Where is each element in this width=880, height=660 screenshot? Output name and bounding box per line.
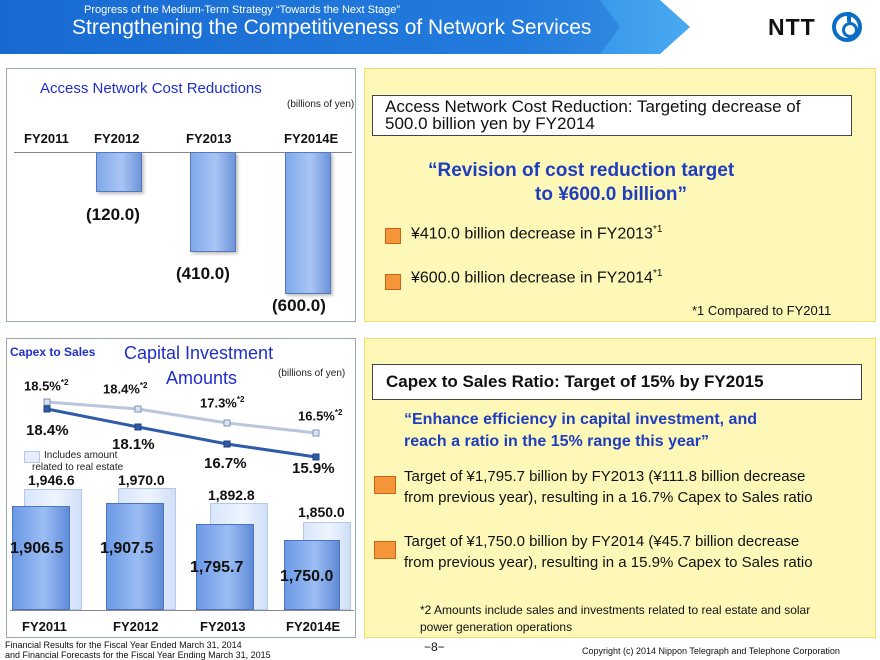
year-label: FY2011	[24, 131, 69, 146]
capex-incl-amount: 1,892.8	[208, 487, 255, 503]
capex-chart-panel	[6, 338, 356, 638]
legend-swatch-icon	[24, 451, 40, 463]
capex-bar-fy2012	[106, 503, 164, 610]
header-banner	[0, 0, 690, 54]
legend-text: Includes amount related to real estate	[32, 450, 124, 473]
ratio-label: 18.4%	[26, 422, 69, 439]
cost-bar-fy2012	[96, 152, 142, 192]
page-number: −8−	[424, 640, 445, 654]
capex-amount: 1,795.7	[190, 559, 244, 576]
copyright: Copyright (c) 2014 Nippon Telegraph and …	[582, 646, 840, 656]
bullet-icon	[374, 476, 396, 494]
capex-bullet-2-line-1: Target of ¥1,750.0 billion by FY2014 (¥4…	[404, 533, 800, 550]
capex-bar-fy2014	[284, 540, 340, 610]
year-label: FY2012	[94, 131, 140, 146]
ratio-incl-label: 17.3%*2	[200, 395, 245, 411]
capex-amount: 1,907.5	[100, 540, 154, 557]
cost-bullet-1: ¥410.0 billion decrease in FY2013*1	[411, 224, 663, 243]
header-subtitle: Progress of the Medium-Term Strategy “To…	[84, 4, 401, 16]
cost-reduction-chart-title: Access Network Cost Reductions	[40, 80, 262, 97]
ratio-label: 18.1%	[112, 436, 155, 453]
revision-line-1: “Revision of cost reduction target	[428, 160, 735, 181]
cost-reduction-unit: (billions of yen)	[287, 99, 355, 110]
cost-target-box	[372, 95, 852, 136]
capex-to-sales-label: Capex to Sales	[10, 345, 96, 359]
capex-incl-amount: 1,850.0	[298, 504, 345, 520]
cost-value-label: (600.0)	[272, 296, 326, 315]
year-label: FY2013	[186, 131, 232, 146]
enhance-line-1: “Enhance efficiency in capital investmen…	[404, 411, 757, 428]
footer-left-1: Financial Results for the Fiscal Year En…	[5, 640, 242, 650]
logo-text: NTT	[768, 14, 816, 40]
ratio-incl-label: 18.4%*2	[103, 381, 148, 397]
cost-value-label: (120.0)	[86, 205, 140, 224]
bullet-icon	[385, 228, 401, 244]
capex-footnote-1: *2 Amounts include sales and investments…	[420, 603, 811, 617]
capex-bullet-2-line-2: from previous year), resulting in a 15.9…	[404, 554, 813, 571]
cost-value-label: (410.0)	[176, 264, 230, 283]
enhance-line-2: reach a ratio in the 15% range this year…	[404, 433, 710, 450]
cost-bullet-2: ¥600.0 billion decrease in FY2014*1	[411, 268, 663, 287]
cost-target-box-title: Access Network Cost Reduction: Targeting…	[385, 97, 801, 133]
capex-bar-fy2011	[12, 506, 70, 610]
capex-target-box-title: Capex to Sales Ratio: Target of 15% by F…	[386, 372, 764, 391]
capex-bullet-1-line-1: Target of ¥1,795.7 billion by FY2013 (¥1…	[404, 468, 806, 485]
cost-bar-fy2014	[285, 152, 331, 294]
year-label: FY2014E	[286, 619, 341, 634]
page-title: Strengthening the Competitiveness of Net…	[72, 16, 592, 39]
capex-chart-title-1: Capital Investment	[124, 343, 274, 363]
cost-reduction-chart-panel	[6, 68, 356, 322]
ratio-incl-label: 16.5%*2	[298, 408, 343, 424]
ntt-logo-icon	[832, 12, 862, 42]
capex-target-box	[372, 364, 862, 400]
year-label: FY2013	[200, 619, 246, 634]
capex-amount: 1,750.0	[280, 568, 334, 585]
revision-line-2: to ¥600.0 billion”	[535, 184, 688, 205]
bullet-icon	[374, 541, 396, 559]
footer-left-2: and Financial Forecasts for the Fiscal Y…	[5, 650, 271, 660]
capex-unit: (billions of yen)	[278, 368, 346, 379]
axis-line	[14, 152, 352, 153]
capex-incl-amount: 1,970.0	[118, 472, 165, 488]
ratio-label: 16.7%	[204, 455, 247, 472]
ratio-incl-label: 18.5%*2	[24, 378, 69, 394]
capex-axis-line	[10, 610, 354, 611]
year-label: FY2014E	[284, 131, 339, 146]
bullet-icon	[385, 274, 401, 290]
capex-chart-title-2: Amounts	[166, 368, 238, 388]
year-label: FY2012	[113, 619, 159, 634]
capex-footnote-2: power generation operations	[420, 620, 573, 634]
cost-bar-fy2013	[190, 152, 236, 252]
ratio-label: 15.9%	[292, 460, 335, 477]
capex-bar-fy2013	[196, 524, 254, 610]
capex-incl-amount: 1,946.6	[28, 472, 75, 488]
capex-amount: 1,906.5	[10, 540, 64, 557]
capex-ratio-lines	[43, 398, 320, 461]
cost-footnote: *1 Compared to FY2011	[692, 303, 832, 318]
capex-bullet-1-line-2: from previous year), resulting in a 16.7…	[404, 489, 813, 506]
year-label: FY2011	[22, 619, 67, 634]
